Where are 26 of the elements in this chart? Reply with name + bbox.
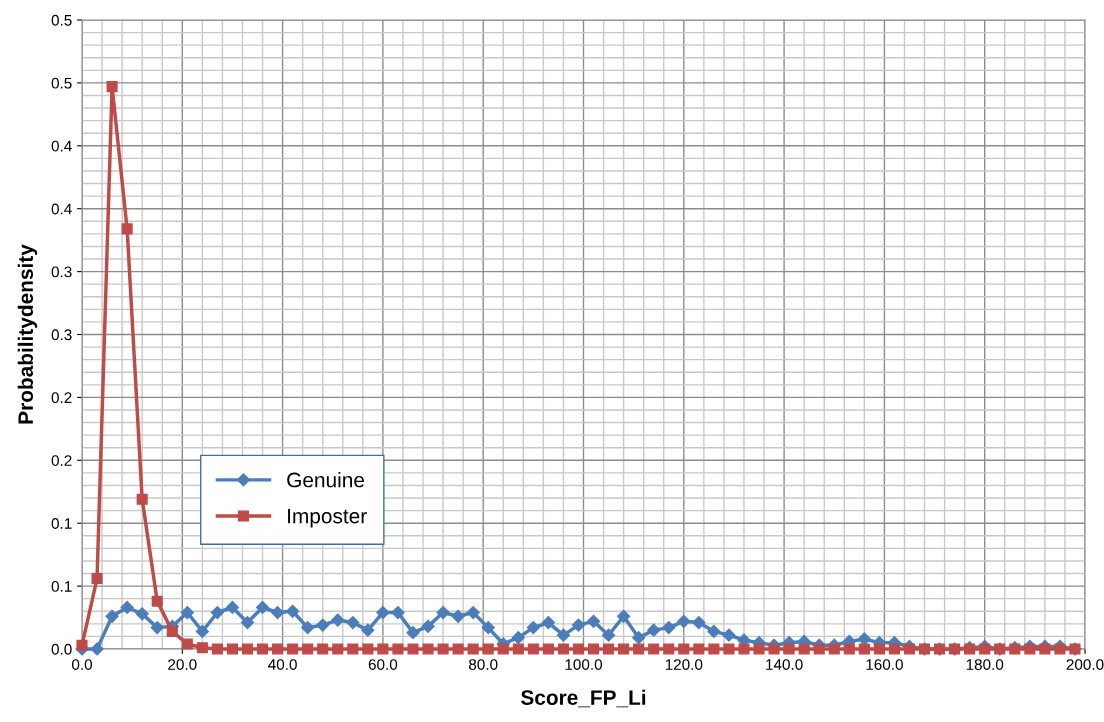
y-tick-label: 0.1 xyxy=(51,518,72,529)
y-tick-label: 0.3 xyxy=(51,266,72,278)
x-tick-label: 140.0 xyxy=(766,659,803,670)
y-tick-label: 0.1 xyxy=(51,580,72,592)
y-tick-label: 0.3 xyxy=(51,329,72,341)
y-tick-label: 0.4 xyxy=(51,203,72,215)
x-tick-label: 160.0 xyxy=(866,659,903,670)
y-tick-label: 0.5 xyxy=(51,14,72,26)
y-axis-title: Probabilitydensity xyxy=(17,244,38,424)
x-tick-label: 20.0 xyxy=(168,659,197,670)
x-tick-label: 0.0 xyxy=(71,659,93,670)
x-tick-label: 40.0 xyxy=(268,659,297,670)
y-tick-label: 0.2 xyxy=(51,392,72,404)
x-tick-label: 60.0 xyxy=(368,659,398,670)
x-tick-label: 200.0 xyxy=(1066,659,1104,670)
legend-label: Imposter xyxy=(288,508,367,528)
y-tick-label: 0.5 xyxy=(51,77,72,89)
y-tick-label: 0.2 xyxy=(51,455,72,466)
x-tick-label: 120.0 xyxy=(665,659,703,670)
legend-label: Genuine xyxy=(287,472,364,488)
x-tick-label: 100.0 xyxy=(565,659,603,670)
y-tick-label: 0.0 xyxy=(51,643,72,655)
x-tick-label: 180.0 xyxy=(966,659,1004,670)
x-axis-title: Score_FP_Li xyxy=(521,689,646,708)
y-tick-label: 0.4 xyxy=(51,140,72,152)
x-tick-label: 80.0 xyxy=(469,659,498,670)
